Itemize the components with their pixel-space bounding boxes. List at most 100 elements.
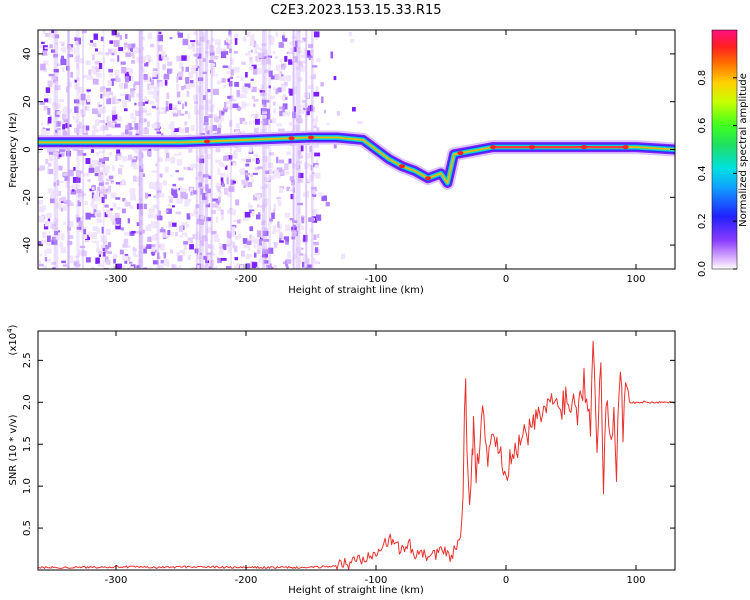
heatmap-noise-cell (194, 105, 197, 110)
heatmap-noise-cell (132, 55, 135, 59)
heatmap-noise-cell (257, 166, 263, 170)
heatmap-noise-cell (101, 226, 104, 234)
heatmap-noise-cell (211, 253, 216, 256)
heatmap-noise-cell (152, 71, 157, 78)
heatmap-streak (53, 30, 56, 269)
heatmap-noise-cell (179, 128, 185, 134)
heatmap-noise-cell (296, 128, 299, 134)
heatmap-noise-cell (215, 238, 220, 242)
heatmap-noise-cell (105, 52, 109, 56)
heatmap-noise-cell (278, 42, 284, 48)
heatmap-noise-cell (132, 248, 137, 251)
heatmap-noise-cell (217, 80, 222, 85)
heatmap-noise-cell (251, 64, 257, 70)
heatmap-noise-cell (209, 50, 215, 56)
heatmap-noise-cell (47, 117, 52, 124)
heatmap-noise-cell (161, 50, 166, 57)
heatmap-noise-cell (42, 265, 48, 269)
heatmap-noise-cell (153, 186, 158, 191)
heatmap-noise-cell (221, 111, 225, 115)
x-tick-label: -300 (105, 575, 128, 586)
heatmap-noise-cell (302, 108, 306, 111)
spectrogram-xlabel: Height of straight line (km) (288, 285, 424, 296)
heatmap-noise-cell (122, 100, 127, 108)
heatmap-noise-cell (87, 95, 91, 102)
heatmap-noise-cell (310, 173, 315, 179)
heatmap-noise-cell (55, 218, 59, 224)
heatmap-noise-cell (80, 170, 83, 174)
heatmap-noise-cell (199, 215, 205, 220)
heatmap-noise-cell (55, 81, 59, 85)
heatmap-noise-cell (279, 106, 283, 110)
heatmap-noise-cell (270, 75, 275, 80)
heatmap-noise-cell (183, 85, 186, 89)
heatmap-noise-cell (129, 266, 134, 269)
heatmap-noise-cell (250, 49, 253, 53)
heatmap-noise-cell (212, 198, 218, 202)
heatmap-noise-cell (84, 201, 88, 205)
heatmap-noise-cell (242, 217, 249, 221)
heatmap-noise-cell (74, 106, 79, 113)
heatmap-noise-cell (92, 125, 97, 132)
heatmap-noise-cell (170, 121, 174, 126)
heatmap-noise-cell (89, 42, 93, 46)
heatmap-noise-cell (299, 109, 305, 114)
heatmap-noise-cell (110, 215, 116, 220)
heatmap-noise-cell (88, 69, 92, 75)
heatmap-noise-cell (308, 56, 311, 60)
heatmap-noise-cell (268, 152, 275, 156)
heatmap-noise-cell (136, 265, 141, 269)
heatmap-noise-cell (62, 123, 66, 130)
heatmap-noise-cell (269, 169, 273, 174)
heatmap-noise-cell (267, 35, 273, 40)
heatmap-noise-cell (92, 108, 98, 115)
heatmap-noise-cell (311, 186, 317, 192)
heatmap-noise-cell (196, 231, 199, 238)
heatmap-noise-cell (226, 71, 231, 75)
heatmap-noise-cell (85, 125, 90, 131)
heatmap-noise-cell (228, 30, 232, 35)
heatmap-noise-cell (80, 109, 83, 114)
heatmap-noise-cell (99, 193, 104, 197)
heatmap-noise-cell (77, 124, 80, 129)
heatmap-noise-cell (62, 264, 68, 267)
heatmap-noise-cell (236, 90, 240, 97)
heatmap-noise-cell (78, 191, 84, 198)
heatmap-noise-cell (96, 248, 101, 253)
heatmap-noise-cell (45, 32, 51, 37)
heatmap-noise-cell (164, 80, 168, 86)
heatmap-streak (55, 30, 59, 269)
heatmap-noise-cell (92, 187, 95, 190)
heatmap-noise-cell (299, 253, 304, 256)
heatmap-noise-cell (138, 251, 144, 254)
heatmap-noise-cell (253, 40, 256, 48)
heatmap-noise-cell (94, 173, 99, 177)
heatmap-noise-cell (253, 98, 259, 102)
heatmap-noise-cell (144, 192, 149, 199)
colorbar-tick-label: 0.6 (697, 118, 708, 134)
heatmap-noise-cell (251, 211, 255, 217)
heatmap-noise-cell (122, 255, 129, 261)
heatmap-noise-cell (253, 153, 258, 157)
heatmap-noise-cell (212, 56, 219, 60)
heatmap-noise-cell (292, 220, 298, 223)
heatmap-noise-cell (158, 54, 163, 61)
heatmap-noise-cell (282, 105, 285, 113)
heatmap-noise-cell (96, 67, 100, 73)
heatmap-noise-cell (178, 177, 184, 181)
heatmap-noise-cell (251, 236, 255, 243)
heatmap-noise-cell (117, 155, 122, 160)
heatmap-noise-cell (262, 200, 268, 206)
heatmap-noise-cell (299, 105, 306, 108)
heatmap-noise-cell (306, 191, 309, 198)
heatmap-noise-cell (136, 57, 141, 63)
heatmap-noise-cell (273, 108, 276, 114)
heatmap-noise-cell (41, 239, 47, 243)
heatmap-noise-cell (224, 40, 230, 46)
heatmap-noise-cell (183, 188, 187, 195)
heatmap-noise-cell (312, 118, 319, 122)
heatmap-noise-cell (195, 177, 200, 180)
heatmap-noise-cell (106, 178, 112, 182)
ridge-hotspot (288, 136, 295, 141)
heatmap-noise-cell (302, 261, 305, 268)
